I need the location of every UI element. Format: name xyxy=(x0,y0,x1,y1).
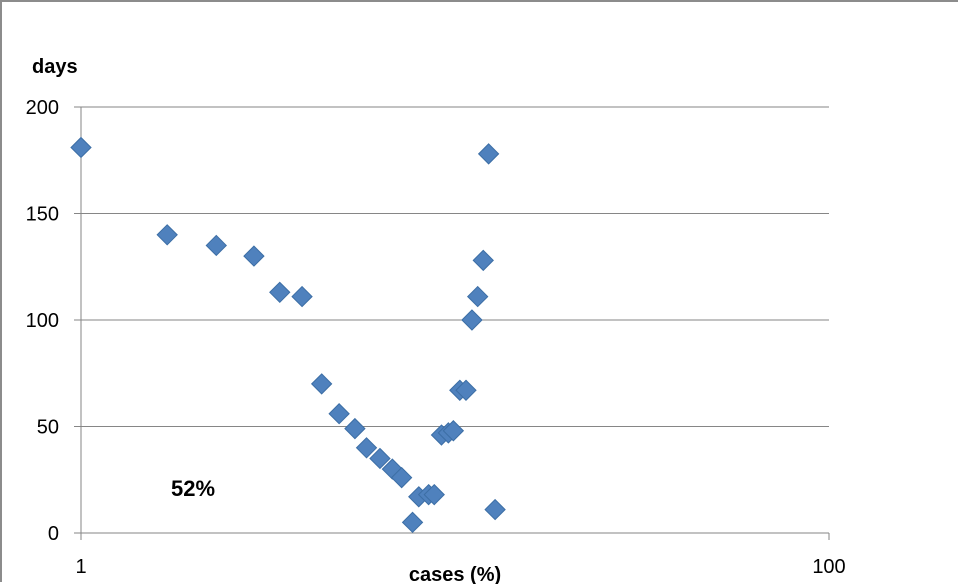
data-point xyxy=(310,373,333,395)
y-tick-label: 150 xyxy=(26,204,59,226)
data-point xyxy=(472,249,494,272)
data-point xyxy=(455,379,477,401)
axes xyxy=(74,106,830,540)
data-point xyxy=(269,281,291,304)
data-point xyxy=(466,285,489,308)
y-tick-label: 200 xyxy=(26,97,59,119)
data-points xyxy=(70,136,506,534)
data-point xyxy=(423,483,445,506)
x-axis-title: cases (%) xyxy=(409,564,501,584)
x-tick-label: 1 xyxy=(75,556,86,578)
data-point xyxy=(461,309,483,331)
x-tick-labels: 1 100 xyxy=(75,556,845,578)
y-tick-label: 50 xyxy=(37,417,59,439)
y-tick-label: 100 xyxy=(26,310,59,332)
data-point xyxy=(156,224,178,246)
y-tick-label: 0 xyxy=(48,523,59,545)
y-tick-labels: 0 50 100 150 200 xyxy=(26,97,59,545)
data-point xyxy=(484,498,506,521)
data-point xyxy=(243,245,265,267)
data-point xyxy=(390,466,413,489)
data-point xyxy=(355,437,378,459)
x-tick-label: 100 xyxy=(812,556,845,578)
gridlines xyxy=(81,106,829,427)
annotation-label: 52% xyxy=(171,476,215,501)
data-point xyxy=(477,143,500,165)
y-axis-title: days xyxy=(32,56,78,78)
data-point xyxy=(442,420,465,442)
data-point xyxy=(70,136,92,159)
data-point xyxy=(205,234,227,257)
data-point xyxy=(344,417,366,440)
data-point xyxy=(369,447,391,470)
data-point xyxy=(291,285,313,308)
data-point xyxy=(328,403,350,425)
data-point xyxy=(401,511,424,534)
